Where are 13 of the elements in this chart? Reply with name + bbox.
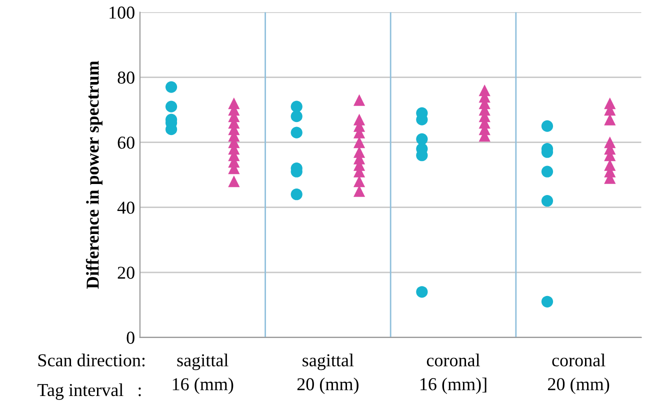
text: Scan direction: bbox=[38, 354, 145, 366]
y-tick-label: 40 bbox=[117, 202, 134, 214]
y-tick-label: 80 bbox=[118, 72, 134, 84]
text: Tag interval : bbox=[38, 383, 141, 400]
y-tick-label: 60 bbox=[118, 136, 134, 149]
y-tick-label: 20 bbox=[118, 266, 134, 279]
x-tick-label: sagittal 16 (mm) bbox=[172, 354, 234, 394]
x-tick-label: sagittal 20 (mm) bbox=[297, 354, 358, 394]
x-tick-label: coronal 16 (mm)] bbox=[420, 354, 486, 394]
x-tick-label: coronal 20 (mm) bbox=[548, 354, 610, 394]
y-tick-label: 0 bbox=[126, 332, 134, 344]
y-tick-label: 100 bbox=[110, 6, 134, 19]
y-axis-title: Difference in power spectrum bbox=[86, 60, 102, 289]
